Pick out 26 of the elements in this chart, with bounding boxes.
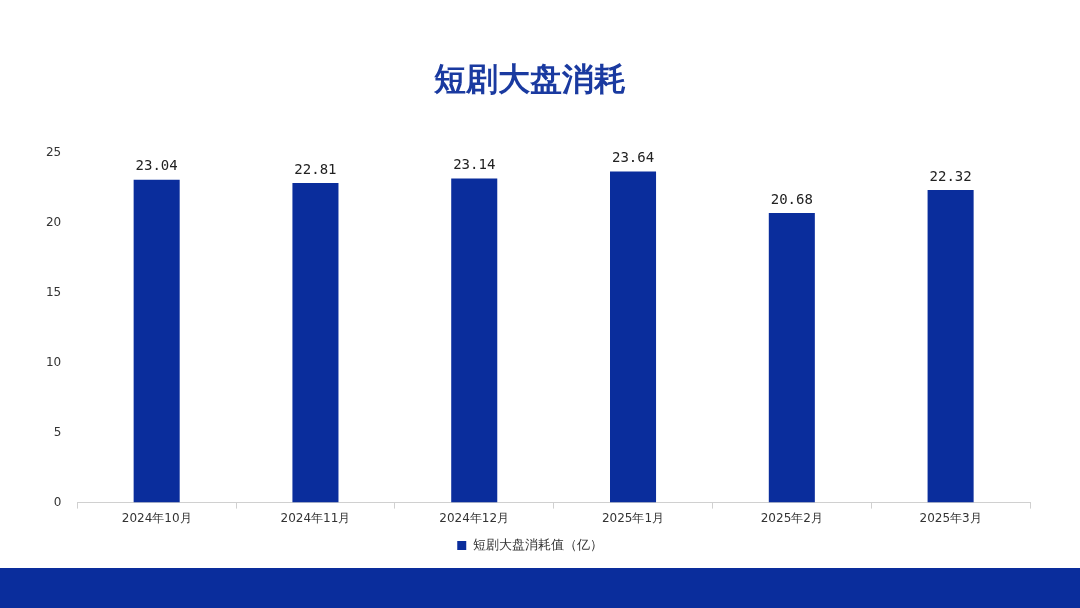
y-tick-label: 20 (45, 214, 62, 229)
x-tick-label: 2025年1月 (601, 510, 665, 525)
data-label: 22.81 (294, 160, 337, 177)
x-tick-label: 2025年2月 (760, 510, 823, 525)
x-tick-label: 2024年12月 (439, 510, 510, 525)
data-label: 20.68 (770, 190, 813, 207)
bar (451, 178, 498, 503)
bar (927, 189, 974, 503)
bar (133, 179, 180, 503)
y-tick-label: 25 (45, 144, 62, 159)
y-tick-label: 10 (45, 354, 62, 369)
y-tick-label: 15 (45, 284, 62, 299)
x-tick-label: 2025年3月 (919, 510, 982, 525)
bar (292, 183, 339, 503)
chart-title: 短剧大盘消耗 (433, 59, 626, 98)
data-label: 23.64 (611, 149, 655, 166)
y-tick-label: 5 (53, 424, 62, 439)
x-tick-label: 2024年11月 (280, 510, 351, 525)
legend-label: 短剧大盘消耗值（亿） (472, 536, 603, 552)
x-tick-label: 2024年10月 (121, 510, 192, 525)
bar (768, 212, 815, 503)
bar (610, 171, 657, 503)
data-label: 22.32 (929, 167, 972, 184)
y-tick-label: 0 (53, 494, 62, 509)
data-label: 23.14 (453, 156, 496, 173)
data-label: 23.04 (135, 157, 178, 174)
